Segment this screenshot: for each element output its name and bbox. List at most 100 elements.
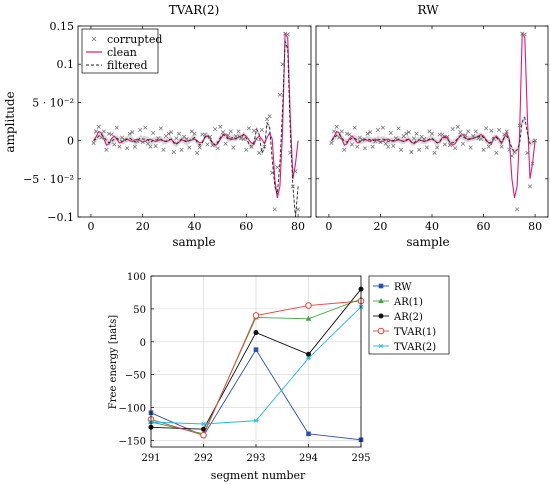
- tvar2-corrupted-point: [171, 150, 176, 155]
- tvar2-corrupted-point: [254, 137, 259, 142]
- rw-title: RW: [417, 3, 439, 17]
- rw-x-axis-label: sample: [406, 235, 449, 249]
- rw-corrupted-point: [496, 127, 502, 132]
- legend-marker-ar2: [378, 313, 384, 319]
- free-energy-y-axis-label: Free energy [nats]: [108, 315, 119, 409]
- tvar2-panel: TVAR(2) amplitude sample 0 20 40 60 80 −0.1 −5…: [3, 3, 312, 249]
- rw-corrupted-point: [347, 132, 352, 137]
- rw-corrupted-point: [339, 129, 344, 134]
- rw-corrupted-point: [499, 144, 504, 149]
- free-energy-x-tick-label: 294: [299, 453, 318, 464]
- series-point-ar2: [253, 330, 259, 336]
- rw-corrupted-point: [440, 132, 445, 137]
- tvar2-corrupted-point: [220, 130, 226, 135]
- rw-corrupted-point: [494, 150, 499, 155]
- rw-corrupted-point: [404, 131, 409, 136]
- tvar2-corrupted-point: [251, 128, 257, 133]
- rw-corrupted-point: [533, 138, 538, 143]
- tvar2-corrupted-point: [272, 207, 277, 212]
- rw-corrupted-point: [455, 124, 460, 129]
- tvar2-corrupted-point: [166, 131, 171, 136]
- legend-label-rw: RW: [394, 282, 412, 293]
- tvar2-corrupted-point: [246, 126, 251, 131]
- rw-corrupted-point: [463, 133, 468, 138]
- tvar2-corrupted-point: [184, 137, 189, 142]
- rw-corrupted-point: [504, 129, 509, 134]
- series-point-rw: [306, 431, 311, 437]
- legend-marker-tvar2: [378, 343, 384, 349]
- rw-x-tick-label: 40: [425, 220, 439, 233]
- rw-corrupted-point: [450, 127, 455, 132]
- rw-corrupted-point: [491, 137, 496, 142]
- rw-corrupted-point: [334, 124, 339, 129]
- tvar2-corrupted-point: [218, 124, 223, 129]
- rw-corrupted-point: [453, 146, 458, 151]
- tvar2-corrupted-point: [226, 133, 231, 138]
- rw-corrupted-point: [422, 137, 427, 142]
- rw-corrupted-point: [486, 144, 491, 149]
- rw-corrupted-point: [507, 147, 512, 152]
- tvar2-corrupted-point: [174, 136, 179, 141]
- tvar2-corrupted-point: [202, 132, 207, 137]
- tvar2-y-tick-label: 0: [67, 135, 74, 148]
- tvar2-corrupted-point: [101, 129, 106, 134]
- tvar2-x-tick-label: 80: [291, 220, 305, 233]
- rw-corrupted-point: [520, 31, 525, 36]
- tvar2-x-tick-label: 60: [239, 220, 253, 233]
- tvar2-corrupted-point: [213, 127, 218, 132]
- tvar2-corrupted-point: [197, 145, 202, 150]
- rw-corrupted-point: [445, 134, 450, 139]
- rw-corrupted-point: [468, 145, 473, 150]
- rw-corrupted-point: [362, 146, 368, 151]
- rw-corrupted-point: [380, 125, 386, 130]
- rw-corrupted-point: [481, 147, 486, 152]
- tvar2-corrupted-point: [288, 150, 293, 155]
- tvar2-corrupted-point: [114, 125, 119, 130]
- rw-corrupted-point: [406, 130, 411, 135]
- rw-corrupted-point: [378, 140, 383, 145]
- tvar2-corrupted-point: [99, 135, 104, 140]
- rw-corrupted-point: [370, 144, 375, 149]
- tvar2-corrupted-point: [117, 144, 122, 149]
- tvar2-corrupted-point: [104, 147, 109, 152]
- tvar2-x-tick-label: 20: [136, 220, 150, 233]
- series-point-tvar1: [200, 431, 207, 439]
- tvar2-corrupted-point: [249, 144, 254, 149]
- free-energy-x-tick-label: 291: [141, 453, 160, 464]
- rw-corrupted-point: [352, 125, 357, 130]
- tvar2-corrupted-point: [259, 127, 264, 132]
- free-energy-x-axis-label: segment number: [211, 469, 306, 482]
- rw-corrupted-point: [473, 129, 478, 134]
- rw-corrupted-point: [373, 139, 378, 144]
- tvar2-corrupted-point: [127, 131, 132, 136]
- legend-marker-rw: [378, 283, 384, 289]
- series-point-tvar2: [201, 421, 206, 427]
- tvar2-corrupted-point: [161, 147, 166, 152]
- tvar2-corrupted-point: [143, 125, 148, 130]
- free-energy-y-tick-label: 50: [133, 305, 146, 316]
- tvar2-corrupted-point: [296, 207, 301, 212]
- rw-corrupted-point: [414, 131, 419, 136]
- rw-corrupted-point: [466, 129, 471, 134]
- tvar2-corrupted-point: [176, 131, 182, 136]
- rw-corrupted-point: [447, 143, 453, 148]
- series-point-tvar2: [253, 418, 259, 423]
- tvar2-corrupted-point: [207, 134, 213, 139]
- free-energy-y-tick-label: 0: [140, 338, 146, 349]
- rw-corrupted-point: [350, 142, 355, 147]
- rw-corrupted-point: [331, 129, 337, 134]
- series-point-ar2: [306, 351, 311, 357]
- rw-corrupted-point: [509, 153, 514, 158]
- tvar2-corrupted-point: [169, 130, 174, 135]
- tvar2-corrupted-point: [195, 150, 200, 155]
- tvar2-corrupted-point: [138, 127, 143, 132]
- rw-plot-area: [329, 31, 538, 212]
- free-energy-x-tick-label: 292: [194, 453, 213, 464]
- tvar2-corrupted-point: [107, 131, 112, 136]
- rw-corrupted-point: [478, 137, 484, 142]
- rw-corrupted-point: [432, 150, 437, 155]
- tvar2-corrupted-point: [275, 165, 280, 170]
- series-point-tvar2: [306, 356, 311, 361]
- rw-corrupted-point: [424, 145, 429, 150]
